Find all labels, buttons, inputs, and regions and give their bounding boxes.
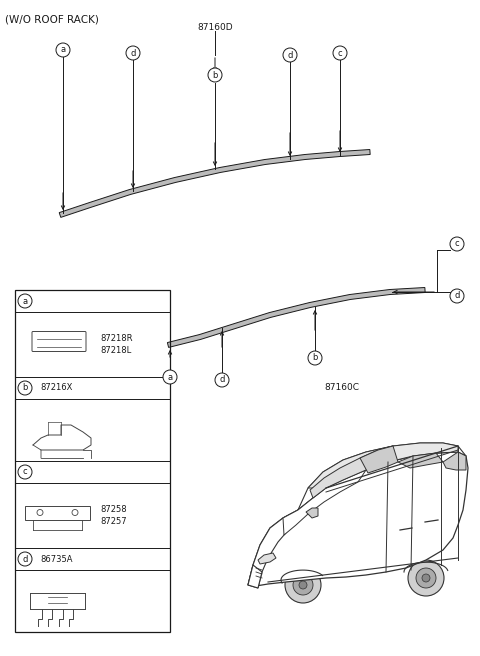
Text: d: d [130, 49, 136, 58]
Polygon shape [310, 446, 393, 498]
Text: b: b [212, 70, 218, 79]
Polygon shape [298, 443, 466, 510]
Polygon shape [248, 452, 468, 586]
Bar [15, 290, 170, 632]
Bar [25, 506, 90, 520]
Circle shape [450, 237, 464, 251]
Circle shape [208, 68, 222, 82]
Polygon shape [306, 508, 318, 518]
Text: d: d [22, 554, 28, 564]
Circle shape [408, 560, 444, 596]
Circle shape [56, 43, 70, 57]
Text: 87216X: 87216X [40, 384, 72, 392]
Circle shape [285, 567, 321, 603]
Text: 87258
87257: 87258 87257 [100, 506, 127, 525]
Circle shape [215, 373, 229, 387]
Text: b: b [312, 354, 318, 363]
Circle shape [333, 46, 347, 60]
Polygon shape [248, 565, 262, 588]
Circle shape [18, 552, 32, 566]
Text: a: a [60, 45, 66, 54]
Circle shape [299, 581, 307, 589]
Polygon shape [258, 553, 276, 564]
Text: b: b [22, 384, 28, 392]
Polygon shape [443, 452, 466, 470]
Polygon shape [283, 470, 366, 535]
Text: 87218R
87218L: 87218R 87218L [100, 335, 132, 354]
Text: d: d [219, 375, 225, 384]
Text: c: c [23, 468, 27, 476]
Circle shape [126, 46, 140, 60]
Polygon shape [360, 446, 398, 473]
Polygon shape [59, 150, 370, 217]
Polygon shape [168, 287, 425, 348]
Circle shape [18, 381, 32, 395]
Text: c: c [338, 49, 342, 58]
Polygon shape [308, 443, 458, 488]
Text: 86735A: 86735A [40, 554, 72, 564]
Circle shape [450, 289, 464, 303]
Text: a: a [23, 297, 27, 306]
Polygon shape [398, 453, 443, 468]
Text: (W/O ROOF RACK): (W/O ROOF RACK) [5, 14, 99, 24]
Circle shape [163, 370, 177, 384]
Circle shape [283, 48, 297, 62]
Text: a: a [168, 373, 173, 382]
Text: 87160C: 87160C [324, 384, 360, 392]
Text: d: d [454, 291, 460, 300]
Text: d: d [288, 51, 293, 60]
Circle shape [416, 568, 436, 588]
Circle shape [18, 465, 32, 479]
Text: c: c [455, 239, 459, 249]
Circle shape [422, 574, 430, 582]
Circle shape [18, 294, 32, 308]
Polygon shape [248, 498, 313, 588]
Text: 87160D: 87160D [197, 22, 233, 31]
Circle shape [293, 575, 313, 595]
Circle shape [308, 351, 322, 365]
